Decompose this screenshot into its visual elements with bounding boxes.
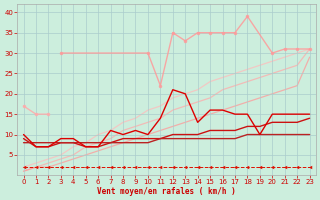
X-axis label: Vent moyen/en rafales ( km/h ): Vent moyen/en rafales ( km/h )	[97, 187, 236, 196]
